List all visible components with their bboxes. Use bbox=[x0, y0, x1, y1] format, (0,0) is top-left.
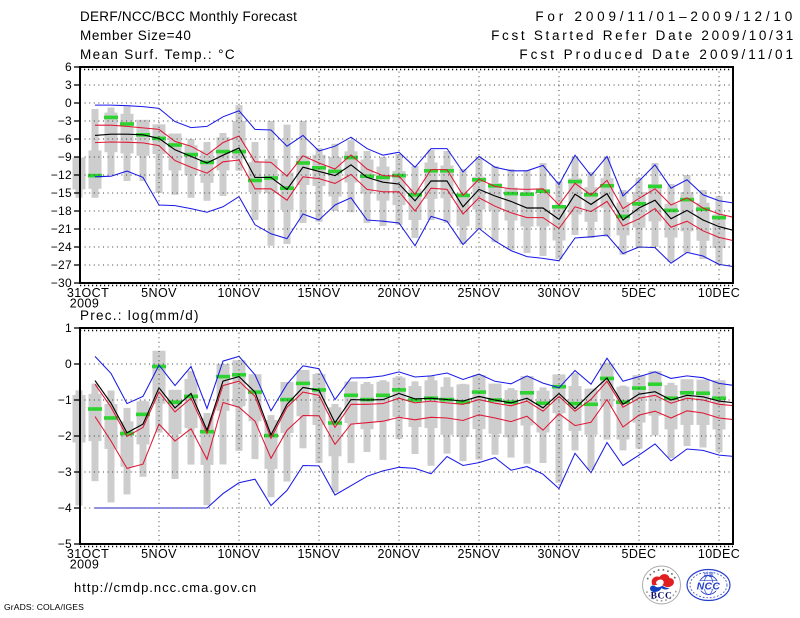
svg-text:−3: −3 bbox=[58, 465, 72, 479]
svg-text:5NOV: 5NOV bbox=[141, 286, 177, 300]
svg-text:2009: 2009 bbox=[70, 558, 99, 572]
svg-text:25NOV: 25NOV bbox=[458, 286, 501, 300]
svg-text:5NOV: 5NOV bbox=[141, 547, 177, 561]
svg-text:−4: −4 bbox=[58, 501, 72, 515]
svg-text:10NOV: 10NOV bbox=[218, 547, 261, 561]
svg-text:20NOV: 20NOV bbox=[378, 286, 421, 300]
svg-text:0: 0 bbox=[65, 357, 72, 371]
svg-text:Member Size=40: Member Size=40 bbox=[80, 28, 192, 43]
svg-text:Fcst Started Refer Date 2009/1: Fcst Started Refer Date 2009/10/31 bbox=[491, 28, 796, 43]
svg-text:10DEC: 10DEC bbox=[698, 547, 740, 561]
svg-text:5DEC: 5DEC bbox=[622, 547, 657, 561]
svg-text:−5: −5 bbox=[58, 537, 72, 551]
svg-text:NCC: NCC bbox=[697, 581, 721, 593]
svg-text:Fcst Produced Date 2009/11/01: Fcst Produced Date 2009/11/01 bbox=[519, 47, 796, 62]
svg-text:30NOV: 30NOV bbox=[538, 547, 581, 561]
svg-text:−2: −2 bbox=[58, 429, 72, 443]
svg-text:−9: −9 bbox=[58, 150, 72, 164]
svg-text:10DEC: 10DEC bbox=[698, 286, 740, 300]
svg-text:Mean Surf. Temp.: °C: Mean Surf. Temp.: °C bbox=[80, 47, 236, 62]
svg-text:5DEC: 5DEC bbox=[622, 286, 657, 300]
svg-text:−30: −30 bbox=[51, 276, 72, 290]
svg-text:0: 0 bbox=[65, 96, 72, 110]
svg-text:−27: −27 bbox=[51, 258, 72, 272]
svg-text:2009: 2009 bbox=[70, 297, 99, 311]
svg-text:15NOV: 15NOV bbox=[298, 286, 341, 300]
svg-text:−18: −18 bbox=[51, 204, 72, 218]
svg-text:For 2009/11/01–2009/12/10: For 2009/11/01–2009/12/10 bbox=[535, 9, 796, 24]
svg-text:15NOV: 15NOV bbox=[298, 547, 341, 561]
svg-text:−1: −1 bbox=[58, 393, 72, 407]
svg-text:6: 6 bbox=[65, 60, 72, 74]
svg-text:DERF/NCC/BCC Monthly Forecast: DERF/NCC/BCC Monthly Forecast bbox=[80, 9, 297, 24]
svg-text:20NOV: 20NOV bbox=[378, 547, 421, 561]
svg-text:3: 3 bbox=[65, 78, 72, 92]
svg-text:31OCT: 31OCT bbox=[67, 547, 109, 561]
svg-text:http://cmdp.ncc.cma.gov.cn: http://cmdp.ncc.cma.gov.cn bbox=[74, 580, 257, 595]
svg-text:31OCT: 31OCT bbox=[67, 286, 109, 300]
svg-text:25NOV: 25NOV bbox=[458, 547, 501, 561]
svg-text:中国: 中国 bbox=[703, 572, 713, 579]
svg-text:10NOV: 10NOV bbox=[218, 286, 261, 300]
svg-text:BCC: BCC bbox=[651, 592, 673, 602]
svg-text:−15: −15 bbox=[51, 186, 72, 200]
svg-text:30NOV: 30NOV bbox=[538, 286, 581, 300]
svg-text:−3: −3 bbox=[58, 114, 72, 128]
svg-text:Prec.: log(mm/d): Prec.: log(mm/d) bbox=[80, 308, 200, 323]
svg-text:−24: −24 bbox=[51, 240, 72, 254]
svg-text:−6: −6 bbox=[58, 132, 72, 146]
svg-text:GrADS: COLA/IGES: GrADS: COLA/IGES bbox=[4, 602, 84, 612]
svg-text:−21: −21 bbox=[51, 222, 72, 236]
svg-text:−12: −12 bbox=[51, 168, 72, 182]
svg-text:1: 1 bbox=[65, 321, 72, 335]
